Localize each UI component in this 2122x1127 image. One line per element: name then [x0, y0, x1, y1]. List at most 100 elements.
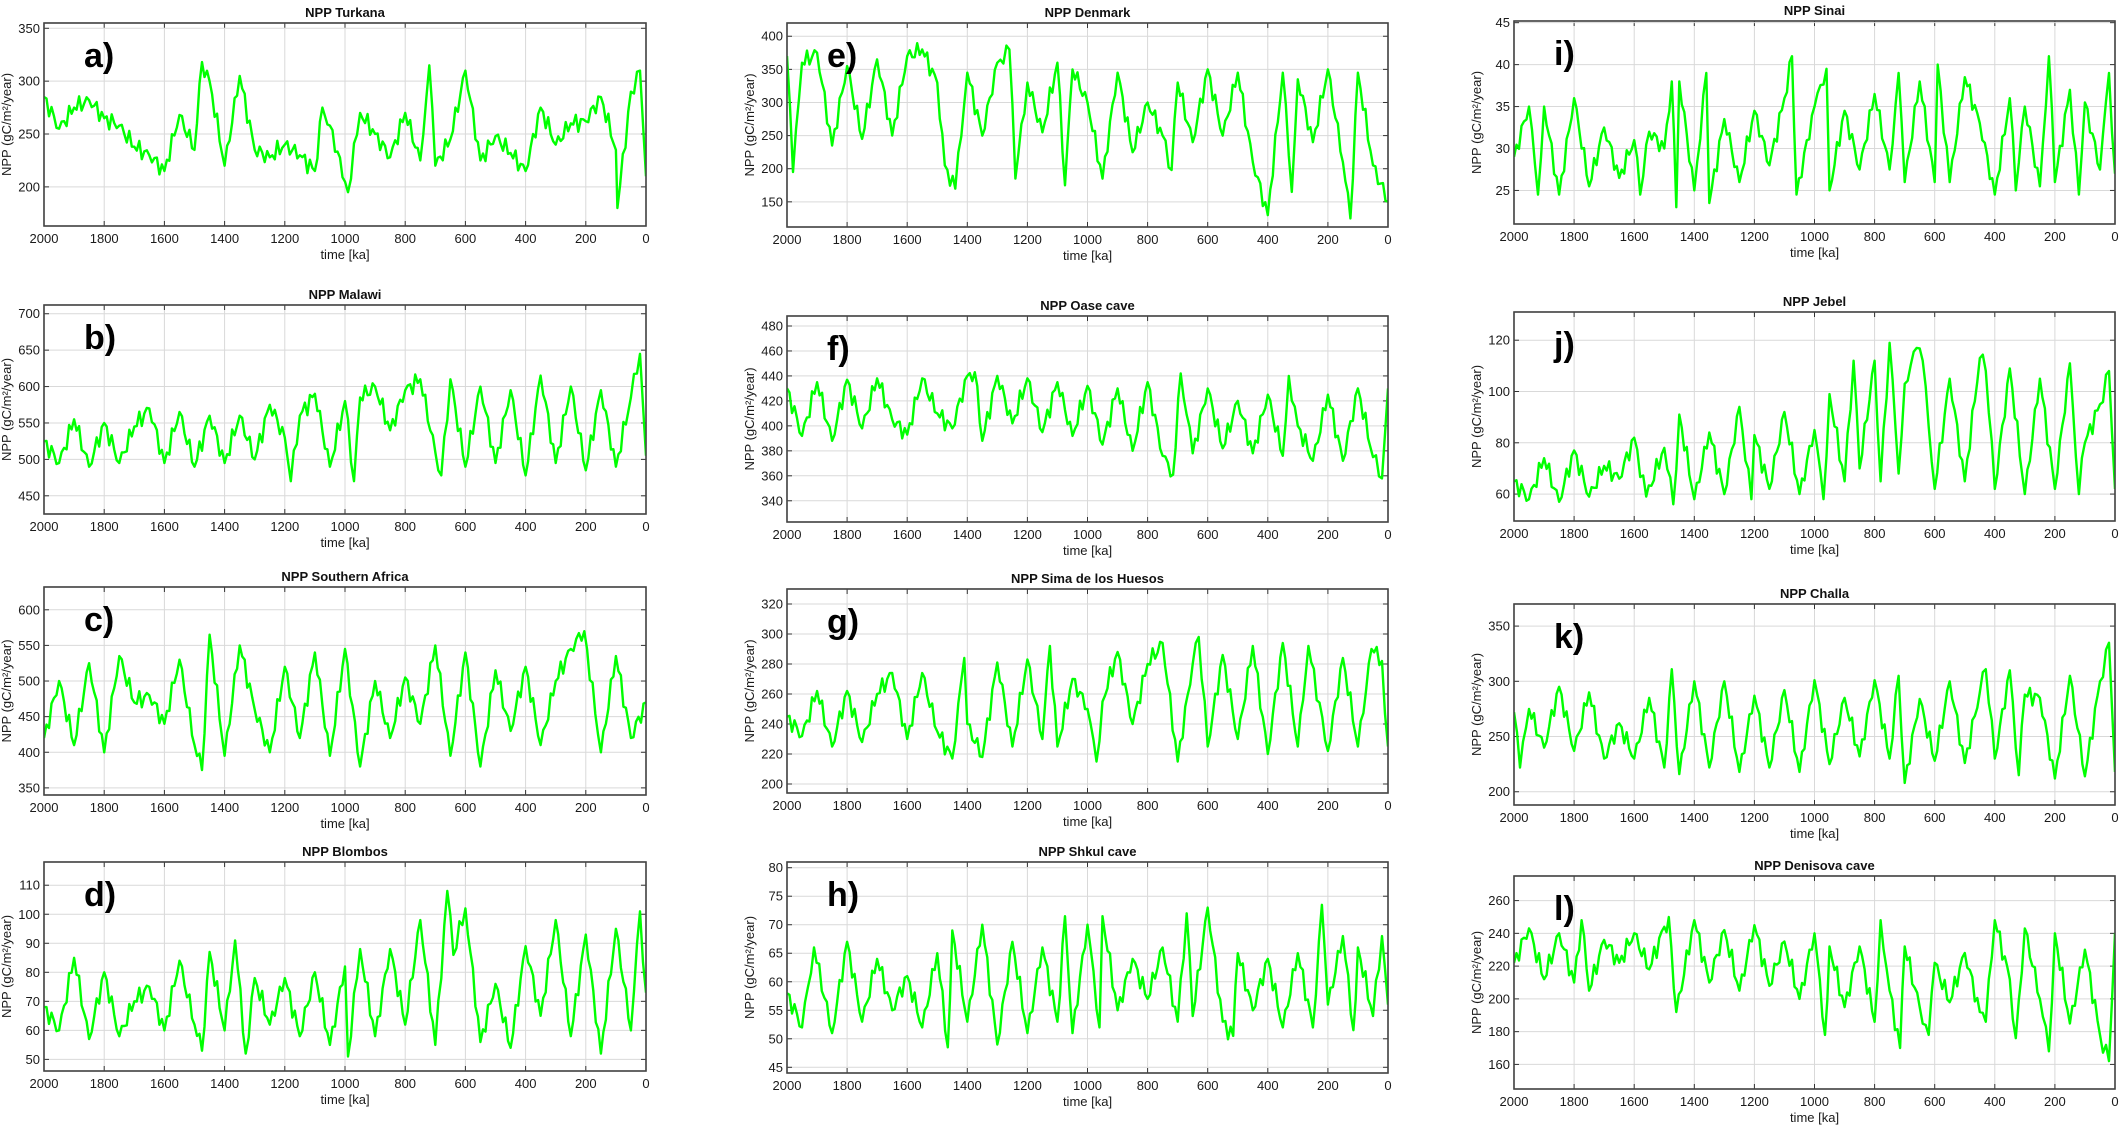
- chart-svg: 2000 1800 1600 1400 1200 1000 800 600 400 200 0150…: [742, 5, 1392, 263]
- y-tick-label: 280: [761, 657, 783, 672]
- y-tick-label: 30: [1496, 141, 1510, 156]
- y-tick-label: 250: [18, 127, 40, 142]
- x-tick-label: 0: [1384, 798, 1391, 813]
- x-tick-label: 600: [1197, 1078, 1219, 1093]
- x-tick-label: 400: [515, 231, 537, 246]
- x-tick-label: 400: [515, 519, 537, 534]
- x-tick-label: 400: [1257, 232, 1279, 247]
- npp-series-line: [787, 635, 1388, 763]
- gridlines: [43, 305, 647, 514]
- x-tick-label: 0: [2111, 810, 2118, 825]
- x-tick-label: 800: [394, 800, 416, 815]
- y-axis-label: NPP (gC/m²/year): [1469, 931, 1484, 1034]
- y-tick-label: 260: [1488, 893, 1510, 908]
- x-tick-label: 1000: [1800, 1094, 1829, 1109]
- chart-title: NPP Malawi: [309, 287, 382, 302]
- x-tick-label: 400: [1984, 1094, 2006, 1109]
- x-tick-label: 1000: [1800, 526, 1829, 541]
- y-tick-label: 250: [1488, 729, 1510, 744]
- y-tick-label: 35: [1496, 99, 1510, 114]
- x-tick-label: 200: [1317, 1078, 1339, 1093]
- x-tick-label: 600: [455, 800, 477, 815]
- y-tick-label: 45: [769, 1060, 783, 1075]
- x-tick-label: 1600: [1620, 526, 1649, 541]
- npp-series-line: [1514, 915, 2115, 1063]
- x-tick-label: 200: [1317, 232, 1339, 247]
- y-tick-label: 440: [761, 368, 783, 383]
- x-tick-label: 1600: [1620, 810, 1649, 825]
- x-tick-label: 800: [394, 519, 416, 534]
- y-tick-label: 80: [769, 860, 783, 875]
- x-tick-label: 0: [642, 1076, 649, 1091]
- gridlines: [1513, 876, 2116, 1089]
- x-tick-label: 2000: [30, 1076, 59, 1091]
- chart-svg: 2000 1800 1600 1400 1200 1000 800 600 400 200 0340…: [742, 298, 1392, 558]
- y-tick-label: 80: [1496, 435, 1510, 450]
- x-tick-label: 1000: [1800, 810, 1829, 825]
- y-tick-label: 400: [18, 745, 40, 760]
- chart-svg: 2000 1800 1600 1400 1200 1000 800 600 400 200 0160…: [1469, 858, 2119, 1125]
- y-tick-label: 65: [769, 946, 783, 961]
- y-axis-label: NPP (gC/m²/year): [1469, 653, 1484, 756]
- y-tick-label: 220: [761, 747, 783, 762]
- chart-title: NPP Southern Africa: [281, 569, 409, 584]
- y-tick-label: 25: [1496, 183, 1510, 198]
- y-tick-label: 600: [18, 379, 40, 394]
- x-tick-label: 1200: [270, 800, 299, 815]
- x-tick-label: 1000: [331, 1076, 360, 1091]
- x-tick-label: 0: [1384, 527, 1391, 542]
- y-tick-label: 300: [1488, 674, 1510, 689]
- npp-series-line: [1514, 341, 2115, 506]
- npp-series-line: [787, 42, 1388, 220]
- y-axis-label: NPP (gC/m²/year): [742, 639, 757, 742]
- y-tick-label: 110: [19, 878, 40, 893]
- x-tick-label: 1800: [833, 1078, 862, 1093]
- y-tick-label: 500: [18, 452, 40, 467]
- x-tick-label: 1200: [1740, 1094, 1769, 1109]
- panel-letter: l): [1554, 890, 1575, 928]
- panel-letter: i): [1554, 35, 1575, 73]
- x-tick-label: 800: [1137, 232, 1159, 247]
- x-tick-label: 1400: [953, 527, 982, 542]
- x-tick-label: 0: [1384, 232, 1391, 247]
- chart-svg: 2000 1800 1600 1400 1200 1000 800 600 400 200 0200…: [0, 5, 650, 262]
- x-tick-label: 2000: [773, 232, 802, 247]
- y-tick-label: 100: [1488, 384, 1510, 399]
- y-tick-label: 380: [761, 443, 783, 458]
- x-tick-label: 1600: [893, 527, 922, 542]
- x-tick-label: 1400: [1680, 810, 1709, 825]
- x-tick-label: 200: [575, 519, 597, 534]
- y-tick-label: 480: [761, 318, 783, 333]
- x-tick-label: 2000: [1500, 1094, 1529, 1109]
- gridlines: [786, 589, 1389, 793]
- x-axis-label: time [ka]: [1063, 1094, 1112, 1109]
- y-tick-label: 220: [1488, 959, 1510, 974]
- x-tick-label: 1800: [90, 519, 119, 534]
- npp-series-line: [44, 630, 646, 772]
- x-tick-label: 800: [1137, 1078, 1159, 1093]
- x-tick-label: 2000: [773, 798, 802, 813]
- x-tick-label: 1000: [1073, 527, 1102, 542]
- y-axis-label: NPP (gC/m²/year): [1469, 71, 1484, 174]
- y-tick-label: 320: [761, 597, 783, 612]
- x-tick-label: 1800: [90, 231, 119, 246]
- y-tick-label: 400: [761, 418, 783, 433]
- x-tick-label: 2000: [30, 231, 59, 246]
- x-tick-label: 200: [575, 800, 597, 815]
- gridlines: [786, 862, 1389, 1073]
- x-tick-label: 1000: [1073, 232, 1102, 247]
- x-tick-label: 200: [575, 1076, 597, 1091]
- y-tick-label: 400: [761, 29, 783, 44]
- x-tick-label: 1000: [331, 519, 360, 534]
- x-tick-label: 1800: [1560, 229, 1589, 244]
- chart-panel-b: 2000 1800 1600 1400 1200 1000 800 600 400 200 0 450…: [0, 283, 662, 552]
- chart-svg: 2000 1800 1600 1400 1200 1000 800 600 400 200 0253…: [1469, 3, 2119, 260]
- x-tick-label: 1400: [1680, 526, 1709, 541]
- x-axis-label: time [ka]: [320, 1092, 369, 1107]
- y-tick-label: 90: [26, 936, 40, 951]
- y-tick-label: 250: [761, 128, 783, 143]
- y-tick-label: 600: [18, 602, 40, 617]
- x-tick-label: 2000: [773, 1078, 802, 1093]
- x-tick-label: 1800: [1560, 1094, 1589, 1109]
- x-tick-label: 200: [575, 231, 597, 246]
